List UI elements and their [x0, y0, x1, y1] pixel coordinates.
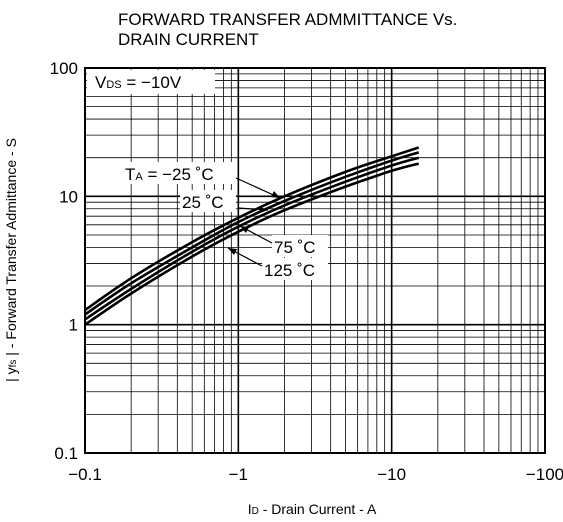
plot-frame	[84, 67, 546, 454]
series-line-0	[84, 146, 420, 312]
series-label-minus25: TA = −25 ˚C	[125, 165, 214, 184]
y-axis-label: | yfs | - Forward Transfer Admittance - …	[3, 138, 19, 382]
chart-title-line-1: FORWARD TRANSFER ADMMITTANCE Vs.	[118, 10, 457, 29]
series-line-3	[84, 162, 420, 326]
y-tick-label: 10	[59, 187, 78, 206]
condition-box	[87, 70, 215, 94]
series-line-2	[84, 156, 420, 321]
x-tick-label: −1	[229, 465, 248, 484]
tick-labels: −0.1 −1 −10 −100 0.1 1 10 100	[50, 59, 563, 484]
y-tick-label: 1	[69, 316, 78, 335]
x-tick-label: −10	[377, 465, 406, 484]
chart-title-line-2: DRAIN CURRENT	[118, 30, 259, 49]
x-tick-label: −100	[526, 465, 563, 484]
y-tick-label: 0.1	[54, 444, 78, 463]
x-axis-label: ID - Drain Current - A	[248, 501, 377, 517]
y-tick-label: 100	[50, 59, 78, 78]
series-label-25: 25 ˚C	[182, 193, 224, 212]
series-label-75: 75 ˚C	[274, 238, 316, 257]
series-label-125: 125 ˚C	[264, 261, 315, 280]
plot-grid	[84, 67, 546, 454]
series-labels: TA = −25 ˚C 25 ˚C 75 ˚C 125 ˚C	[122, 162, 328, 280]
x-tick-label: −0.1	[68, 465, 102, 484]
condition-label: VDS = −10V	[95, 73, 182, 92]
